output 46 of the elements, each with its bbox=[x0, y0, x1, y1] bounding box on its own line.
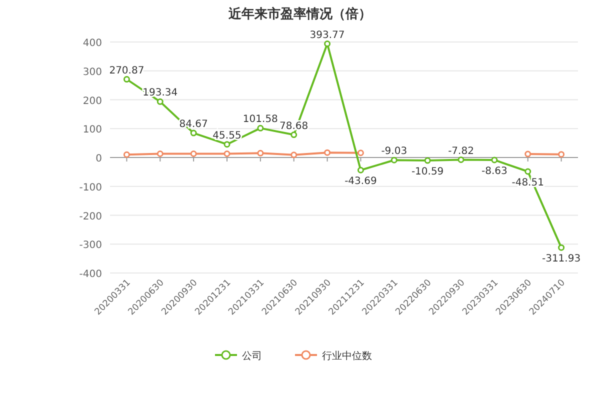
y-tick-label: 100 bbox=[82, 124, 102, 136]
data-label: 270.87 bbox=[109, 65, 144, 76]
data-label: 45.55 bbox=[212, 130, 242, 142]
point bbox=[424, 157, 431, 164]
point bbox=[123, 76, 130, 83]
point bbox=[524, 150, 532, 158]
point bbox=[524, 168, 532, 175]
y-tick-label: -300 bbox=[79, 240, 102, 252]
data-label: -311.93 bbox=[542, 254, 581, 265]
point bbox=[458, 156, 464, 164]
point bbox=[290, 152, 298, 158]
point bbox=[558, 244, 565, 251]
data-label: -43.69 bbox=[344, 176, 377, 188]
point bbox=[324, 149, 331, 156]
data-label: -9.03 bbox=[381, 146, 408, 158]
point bbox=[390, 156, 398, 164]
point bbox=[156, 150, 164, 157]
y-tick-label: -200 bbox=[79, 211, 102, 222]
y-tick-label: 400 bbox=[82, 38, 102, 49]
data-label: -7.82 bbox=[448, 146, 474, 157]
point bbox=[357, 150, 364, 156]
point bbox=[491, 156, 498, 164]
chart-title: 近年来市盈率情况（倍） bbox=[228, 6, 372, 22]
y-tick-label: -100 bbox=[79, 182, 102, 194]
point bbox=[190, 150, 197, 157]
data-label: -10.59 bbox=[411, 166, 444, 178]
point bbox=[156, 98, 164, 105]
point bbox=[224, 141, 230, 148]
point bbox=[257, 124, 264, 132]
point bbox=[224, 150, 230, 157]
y-tick-label: -400 bbox=[79, 269, 102, 280]
point bbox=[190, 130, 197, 136]
y-tick-label: 200 bbox=[82, 96, 102, 107]
point bbox=[257, 150, 264, 156]
legend-label: 公司 bbox=[242, 350, 262, 362]
point bbox=[357, 166, 364, 174]
data-label: 393.77 bbox=[310, 30, 345, 41]
point bbox=[123, 151, 130, 158]
point bbox=[290, 132, 298, 138]
data-label: -8.63 bbox=[481, 166, 508, 177]
point bbox=[324, 40, 331, 48]
y-tick-label: 300 bbox=[82, 66, 102, 78]
y-tick-label: 0 bbox=[96, 154, 102, 164]
point bbox=[558, 151, 565, 158]
legend-label: 行业中位数 bbox=[322, 350, 372, 362]
data-label: 101.58 bbox=[242, 114, 278, 126]
